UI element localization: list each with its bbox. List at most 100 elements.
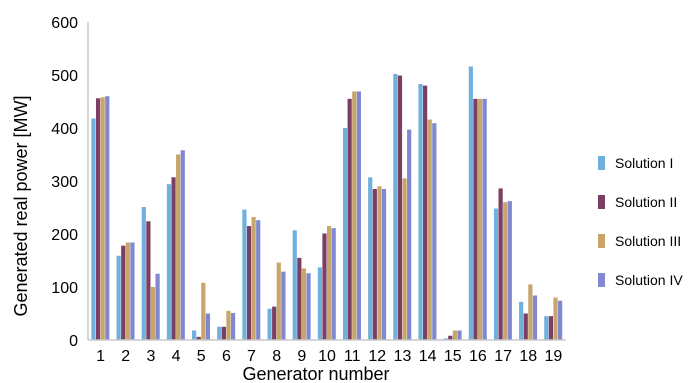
bar-3-gen-1 [100,97,105,340]
x-tick-label: 11 [344,348,361,365]
bar-4-gen-9 [306,273,311,340]
bar-2-gen-8 [272,306,277,340]
bar-1-gen-2 [116,255,121,340]
legend-label: Solution I [615,155,673,171]
bar-1-gen-19 [544,316,549,340]
bar-4-gen-16 [482,98,487,340]
x-tick-label: 15 [444,348,462,365]
bar-2-gen-11 [347,98,352,340]
bar-3-gen-18 [528,284,533,340]
bar-4-gen-1 [105,96,110,340]
bar-2-gen-14 [423,85,428,340]
bar-3-gen-17 [503,202,508,340]
bar-4-gen-11 [356,91,361,341]
bar-4-gen-18 [532,295,538,340]
bar-4-gen-6 [230,312,236,340]
bar-3-gen-7 [251,217,256,340]
bar-1-gen-7 [242,209,247,340]
y-axis-title: Generated real power [MW] [11,95,31,316]
x-axis-title: Generator number [242,364,389,383]
bar-4-gen-17 [507,201,512,340]
bar-4-gen-3 [155,273,160,340]
x-tick-label: 7 [247,348,256,365]
bar-2-gen-1 [95,98,101,340]
bar-2-gen-17 [498,188,503,340]
bar-4-gen-12 [381,188,387,340]
x-tick-label: 5 [197,348,206,365]
x-tick-label: 3 [146,348,155,365]
bar-1-gen-9 [292,230,297,340]
x-tick-label: 1 [96,348,105,365]
x-tick-label: 12 [368,348,386,365]
bar-3-gen-16 [477,98,483,340]
y-tick-label: 100 [51,280,78,297]
bar-2-gen-16 [473,98,478,340]
bar-2-gen-18 [523,313,528,340]
bar-1-gen-3 [141,206,146,340]
bar-2-gen-3 [146,221,151,340]
bar-4-gen-10 [331,228,336,340]
x-tick-label: 2 [121,348,130,365]
bar-4-gen-7 [256,220,261,340]
bar-1-gen-12 [368,177,373,340]
x-tick-label: 8 [272,348,281,365]
bar-1-gen-1 [91,118,96,341]
bar-2-gen-10 [322,233,327,340]
bar-4-gen-15 [457,330,462,340]
x-tick-label: 9 [297,348,306,365]
bar-3-gen-6 [226,310,231,340]
bar-2-gen-19 [548,316,554,340]
x-tick-label: 10 [318,348,336,365]
bar-4-gen-8 [281,271,286,340]
bar-3-gen-11 [352,91,357,341]
bar-3-gen-8 [276,262,281,340]
x-tick-label: 6 [222,348,231,365]
legend-swatch [598,195,605,209]
bar-3-gen-9 [301,268,307,340]
bar-4-gen-14 [432,123,437,340]
bar-4-gen-5 [205,313,211,340]
bar-2-gen-5 [196,336,201,340]
bar-1-gen-11 [342,128,348,340]
axes-group [87,22,566,341]
legend-swatch [598,156,605,170]
y-tick-label: 300 [51,174,78,191]
y-tick-label: 500 [51,68,78,85]
y-tick-label: 600 [51,15,78,32]
x-tick-label: 17 [494,348,512,365]
bar-3-gen-15 [452,330,457,340]
bar-3-gen-5 [201,282,206,340]
bar-1-gen-6 [217,326,222,340]
bar-1-gen-14 [418,84,423,340]
bar-3-gen-4 [176,154,181,340]
bar-4-gen-13 [407,129,412,340]
bar-2-gen-6 [221,326,226,340]
y-tick-labels: 0 100 200 300 400 500 600 [51,15,78,350]
bar-3-gen-2 [125,242,130,340]
x-tick-label: 19 [545,348,563,365]
legend-swatch [598,234,605,248]
bar-2-gen-13 [397,75,403,340]
x-tick-label: 14 [419,348,437,365]
bar-1-gen-5 [192,330,197,340]
bar-1-gen-4 [166,184,172,340]
bar-1-gen-8 [267,308,272,340]
y-tick-label: 400 [51,121,78,138]
legend-label: Solution IV [615,272,683,288]
bar-1-gen-15 [443,338,448,340]
legend-label: Solution II [615,194,677,210]
bar-2-gen-15 [448,335,453,340]
x-tick-label: 16 [469,348,487,365]
bar-2-gen-7 [246,226,252,340]
legend: Solution I Solution II Solution III Solutio… [598,155,683,288]
bar-3-gen-14 [427,119,432,341]
bar-1-gen-17 [493,208,499,340]
legend-label: Solution III [615,233,681,249]
bar-2-gen-9 [297,257,302,340]
bar-3-gen-19 [553,297,558,340]
x-tick-label: 13 [394,348,412,365]
bar-4-gen-2 [130,242,135,340]
bar-3-gen-10 [327,226,332,340]
bar-1-gen-13 [393,73,398,340]
